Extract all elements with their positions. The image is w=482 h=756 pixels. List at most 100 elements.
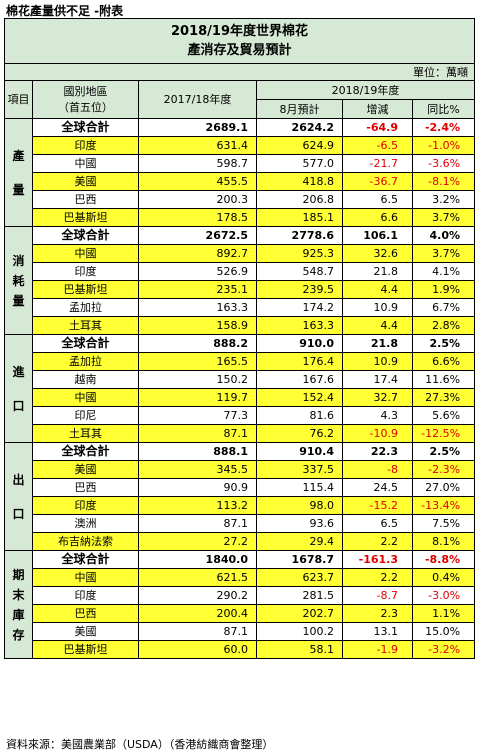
table-row: 美國 455.5 418.8 -36.7 -8.1% xyxy=(5,172,476,191)
value-2017: 888.2 xyxy=(138,334,257,353)
value-yoy: -8.8% xyxy=(411,550,476,569)
value-yoy: 3.2% xyxy=(411,190,476,209)
value-yoy: -1.0% xyxy=(411,136,476,155)
section-label: 產量 xyxy=(4,118,33,227)
value-2017: 90.9 xyxy=(138,478,257,497)
value-change: 6.6 xyxy=(342,208,413,227)
value-2017: 621.5 xyxy=(138,568,257,587)
value-yoy: 3.7% xyxy=(411,244,476,263)
section-label: 期末庫存 xyxy=(4,550,33,659)
region-name: 印度 xyxy=(32,136,139,155)
value-change: 24.5 xyxy=(342,478,413,497)
header-change: 增減 xyxy=(342,99,413,119)
value-aug-forecast: 29.4 xyxy=(256,532,343,551)
region-name: 中國 xyxy=(32,568,139,587)
value-change: 13.1 xyxy=(342,622,413,641)
value-2017: 178.5 xyxy=(138,208,257,227)
value-change: 32.6 xyxy=(342,244,413,263)
value-2017: 290.2 xyxy=(138,586,257,605)
value-change: -15.2 xyxy=(342,496,413,515)
value-2017: 87.1 xyxy=(138,514,257,533)
value-aug-forecast: 239.5 xyxy=(256,280,343,299)
value-2017: 87.1 xyxy=(138,424,257,443)
page-title: 棉花產量供不足 -附表 xyxy=(6,4,124,18)
value-change: -1.9 xyxy=(342,640,413,659)
value-2017: 888.1 xyxy=(138,442,257,461)
value-yoy: 6.7% xyxy=(411,298,476,317)
value-yoy: -12.5% xyxy=(411,424,476,443)
value-change: -8.7 xyxy=(342,586,413,605)
table-row: 印度 113.2 98.0 -15.2 -13.4% xyxy=(5,496,476,515)
value-aug-forecast: 58.1 xyxy=(256,640,343,659)
table-row: 美國 345.5 337.5 -8 -2.3% xyxy=(5,460,476,479)
header-region-label: 國別地區 xyxy=(63,84,108,98)
value-2017: 2672.5 xyxy=(138,226,257,245)
value-aug-forecast: 206.8 xyxy=(256,190,343,209)
value-aug-forecast: 910.4 xyxy=(256,442,343,461)
region-name: 孟加拉 xyxy=(32,298,139,317)
section-label: 出口 xyxy=(4,442,33,551)
value-yoy: 2.5% xyxy=(411,442,476,461)
value-yoy: -3.0% xyxy=(411,586,476,605)
table-row-total: 消耗量全球合計 2672.5 2778.6 106.1 4.0% xyxy=(4,226,476,335)
value-2017: 158.9 xyxy=(138,316,257,335)
value-change: 4.4 xyxy=(342,280,413,299)
header-2018: 2018/19年度 xyxy=(255,80,476,100)
region-name: 全球合計 xyxy=(32,550,139,569)
value-2017: 1840.0 xyxy=(138,550,257,569)
region-name: 全球合計 xyxy=(32,442,139,461)
value-change: -36.7 xyxy=(342,172,413,191)
value-aug-forecast: 2624.2 xyxy=(256,118,343,137)
value-change: -64.9 xyxy=(342,118,413,137)
value-aug-forecast: 548.7 xyxy=(256,262,343,281)
value-yoy: 3.7% xyxy=(411,208,476,227)
value-change: -21.7 xyxy=(342,154,413,173)
region-name: 印度 xyxy=(32,262,139,281)
value-2017: 200.4 xyxy=(138,604,257,623)
region-name: 布吉納法索 xyxy=(32,532,139,551)
value-change: 4.3 xyxy=(342,406,413,425)
value-2017: 165.5 xyxy=(138,352,257,371)
value-change: 10.9 xyxy=(342,352,413,371)
region-name: 中國 xyxy=(32,154,139,173)
value-change: 17.4 xyxy=(342,370,413,389)
value-change: -8 xyxy=(342,460,413,479)
table-row: 土耳其 87.1 76.2 -10.9 -12.5% xyxy=(5,424,476,443)
value-change: 106.1 xyxy=(342,226,413,245)
value-yoy: 5.6% xyxy=(411,406,476,425)
value-yoy: 0.4% xyxy=(411,568,476,587)
region-name: 印尼 xyxy=(32,406,139,425)
header-2017: 2017/18年度 xyxy=(138,80,257,119)
value-change: 2.3 xyxy=(342,604,413,623)
value-change: 32.7 xyxy=(342,388,413,407)
value-yoy: 4.1% xyxy=(411,262,476,281)
value-yoy: 15.0% xyxy=(411,622,476,641)
value-yoy: 6.6% xyxy=(411,352,476,371)
value-aug-forecast: 93.6 xyxy=(256,514,343,533)
value-yoy: 7.5% xyxy=(411,514,476,533)
value-2017: 598.7 xyxy=(138,154,257,173)
value-change: -161.3 xyxy=(342,550,413,569)
region-name: 美國 xyxy=(32,172,139,191)
table-row: 巴西 90.9 115.4 24.5 27.0% xyxy=(5,478,476,497)
table-row: 巴西 200.4 202.7 2.3 1.1% xyxy=(5,604,476,623)
value-yoy: -3.2% xyxy=(411,640,476,659)
header-region-sub: （首五位） xyxy=(58,100,113,114)
value-aug-forecast: 163.3 xyxy=(256,316,343,335)
value-2017: 526.9 xyxy=(138,262,257,281)
value-aug-forecast: 2778.6 xyxy=(256,226,343,245)
region-name: 巴西 xyxy=(32,478,139,497)
table-row-total: 期末庫存全球合計 1840.0 1678.7 -161.3 -8.8% xyxy=(4,550,476,659)
region-name: 中國 xyxy=(32,388,139,407)
value-aug-forecast: 167.6 xyxy=(256,370,343,389)
value-aug-forecast: 100.2 xyxy=(256,622,343,641)
value-2017: 345.5 xyxy=(138,460,257,479)
table-row: 巴基斯坦 60.0 58.1 -1.9 -3.2% xyxy=(5,640,476,659)
value-change: 2.2 xyxy=(342,532,413,551)
table-row: 中國 598.7 577.0 -21.7 -3.6% xyxy=(5,154,476,173)
table-row: 孟加拉 163.3 174.2 10.9 6.7% xyxy=(5,298,476,317)
table-row-total: 產量全球合計 2689.1 2624.2 -64.9 -2.4% xyxy=(4,118,476,227)
table-row: 越南 150.2 167.6 17.4 11.6% xyxy=(5,370,476,389)
value-yoy: -3.6% xyxy=(411,154,476,173)
value-change: 6.5 xyxy=(342,190,413,209)
